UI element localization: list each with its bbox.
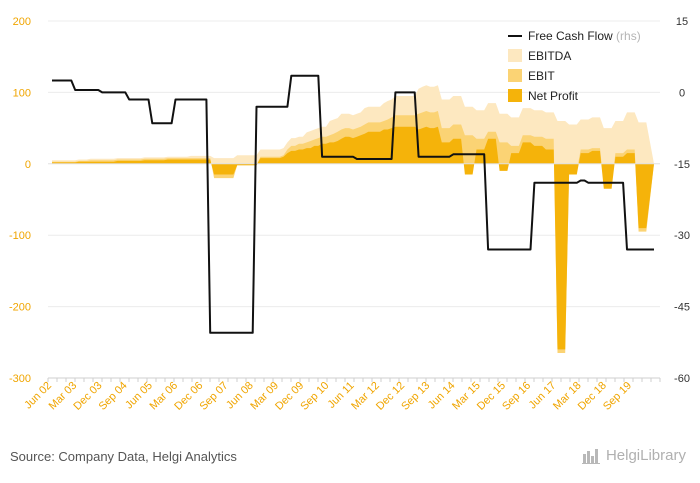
legend-label-ebit: EBIT [528,69,555,83]
legend: Free Cash Flow (rhs) EBITDA EBIT Net Profit [508,29,641,103]
legend-swatch-ebitda [508,49,522,62]
y-right-tick-label: 15 [676,16,688,28]
y-left-tick-label: -300 [9,373,31,385]
x-tick-label: Sep 10 [298,380,331,413]
y-right-tick-label: -45 [674,302,690,314]
legend-label-net-profit: Net Profit [528,89,579,103]
legend-suffix-rhs: (rhs) [616,29,641,43]
x-tick-label: Sep 19 [601,380,634,413]
y-left-tick-label: 0 [25,159,31,171]
logo-text: HelgiLibrary [605,447,686,464]
x-tick-label: Sep 07 [197,380,230,413]
chart-canvas: 200 100 0 -100 -200 -300 15 0 -15 -30 -45 -60 Jun … [9,16,690,413]
library-icon [581,448,600,464]
line-series [52,74,654,334]
legend-label-ebitda: EBITDA [528,49,571,63]
y-axis-left: 200 100 0 -100 -200 -300 [9,16,31,385]
legend-swatch-ebit [508,69,522,82]
y-left-tick-label: -200 [9,302,31,314]
y-right-tick-label: 0 [679,87,685,99]
y-left-tick-label: 200 [13,16,31,28]
source-note: Source: Company Data, Helgi Analytics [10,449,237,464]
area-series [52,85,654,353]
y-left-tick-label: 100 [13,87,31,99]
x-tick-label: Sep 04 [97,380,130,413]
helgi-library-logo: HelgiLibrary [581,447,686,464]
line-free-cash-flow [52,74,654,334]
legend-label-free-cash-flow: Free Cash Flow (rhs) [528,29,641,43]
y-axis-right: 15 0 -15 -30 -45 -60 [674,16,690,385]
y-right-tick-label: -30 [674,230,690,242]
y-right-tick-label: -60 [674,373,690,385]
y-left-tick-label: -100 [9,230,31,242]
x-tick-label: Sep 16 [500,380,533,413]
legend-swatch-net-profit [508,89,522,102]
x-tick-label: Sep 13 [399,380,432,413]
y-right-tick-label: -15 [674,159,690,171]
